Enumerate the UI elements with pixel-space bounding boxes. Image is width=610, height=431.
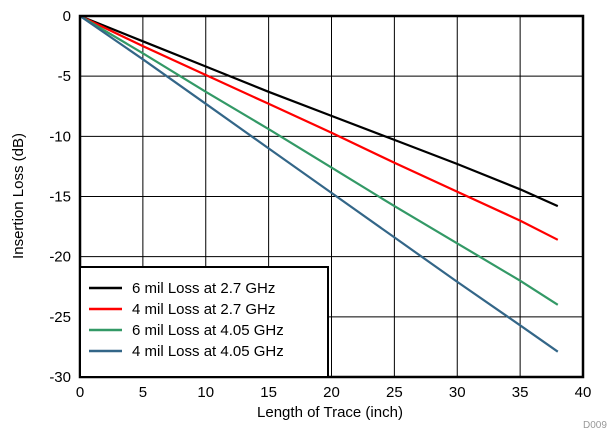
y-tick-label: -25: [49, 309, 71, 326]
legend-label-2: 4 mil Loss at 2.7 GHz: [132, 301, 275, 318]
legend-box: [79, 266, 329, 378]
x-axis-label: Length of Trace (inch): [257, 404, 403, 421]
y-tick-label: -15: [49, 189, 71, 206]
y-tick-label: -5: [58, 68, 71, 85]
y-tick-label: -30: [49, 369, 71, 386]
x-tick-label: 0: [76, 384, 84, 401]
series-line-1: [79, 14, 559, 208]
legend-label-3: 6 mil Loss at 4.05 GHz: [132, 322, 284, 339]
legend-label-1: 6 mil Loss at 2.7 GHz: [132, 280, 275, 297]
x-tick-label: 15: [260, 384, 277, 401]
x-tick-label: 20: [323, 384, 340, 401]
axes: 0 5 10 15 20 25 30 35 40 0 -5 -10 -15 -20 -25 -30: [49, 8, 591, 401]
x-tick-label: 10: [197, 384, 214, 401]
x-tick-label: 30: [449, 384, 466, 401]
y-tick-label: -10: [49, 128, 71, 145]
x-tick-label: 5: [139, 384, 147, 401]
figure-id: D009: [583, 420, 607, 431]
legend: 6 mil Loss at 2.7 GHz 4 mil Loss at 2.7 G…: [79, 266, 329, 378]
series-lines: [79, 14, 559, 353]
y-axis-label: Insertion Loss (dB): [10, 133, 27, 259]
y-tick-label: -20: [49, 249, 71, 266]
series-line-2: [79, 15, 559, 241]
x-tick-label: 35: [512, 384, 529, 401]
legend-label-4: 4 mil Loss at 4.05 GHz: [132, 343, 284, 360]
series-line-3: [79, 15, 559, 306]
x-tick-label: 40: [575, 384, 592, 401]
x-tick-label: 25: [386, 384, 403, 401]
y-tick-label: 0: [63, 8, 71, 25]
plot-frame: [78, 14, 585, 379]
series-line-4: [79, 15, 559, 353]
